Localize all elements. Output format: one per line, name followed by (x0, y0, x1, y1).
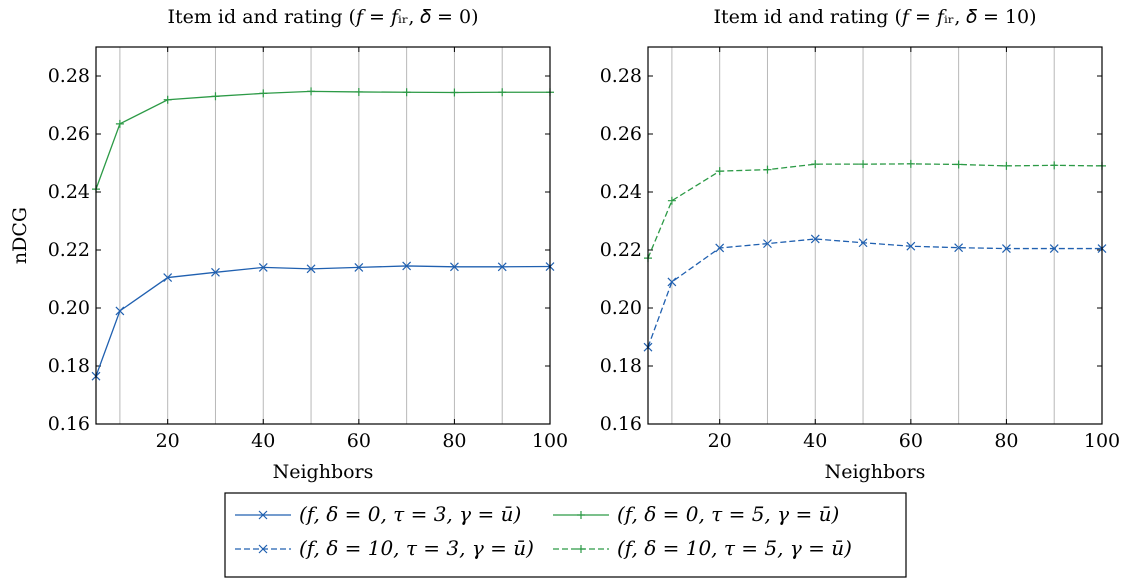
data-point (1050, 161, 1059, 170)
x-axis-label: Neighbors (825, 461, 926, 483)
legend-label: (f, δ = 10, τ = 5, γ = ū) (617, 536, 852, 560)
legend-entry: (f, δ = 10, τ = 5, γ = ū) (553, 536, 852, 560)
series-2 (92, 87, 554, 194)
plot-frame (95, 46, 551, 425)
data-point (667, 196, 676, 205)
legend-box (224, 492, 907, 578)
data-point (450, 88, 459, 97)
data-point (715, 167, 724, 176)
data-point (763, 239, 772, 249)
data-point (859, 160, 868, 169)
data-point (811, 160, 820, 169)
x-axis-label: Neighbors (273, 461, 374, 483)
series-line (95, 90, 550, 190)
data-point (763, 165, 772, 174)
data-point (715, 243, 725, 253)
x-tick-label: 20 (156, 430, 180, 452)
x-tick-label: 80 (442, 430, 466, 452)
data-point (402, 88, 411, 97)
y-tick-label: 0.28 (48, 65, 90, 87)
grid-lines (119, 47, 503, 424)
y-tick-label: 0.16 (600, 413, 642, 435)
data-point (497, 262, 507, 272)
y-axis-label: nDCG (9, 207, 31, 264)
legend-label: (f, δ = 10, τ = 3, γ = ū) (299, 536, 534, 560)
data-point (258, 262, 268, 272)
series-line (647, 238, 1102, 348)
data-point (498, 88, 507, 97)
series-line (95, 265, 551, 377)
y-tick-label: 0.24 (48, 181, 90, 203)
x-tick-label: 100 (532, 430, 568, 452)
y-tick-label: 0.20 (48, 297, 90, 319)
plot-frame (647, 46, 1103, 425)
data-point (259, 89, 268, 98)
data-point (1049, 244, 1059, 253)
grid-lines (671, 47, 1055, 424)
legend-label: (f, δ = 0, τ = 5, γ = ū) (617, 502, 839, 526)
chart-title: Item id and rating (𝑓 = 𝑓ᵢᵣ, 𝛿 = 0) (167, 6, 478, 28)
data-point (954, 243, 964, 253)
data-point (211, 92, 220, 101)
legend-entry: (f, δ = 10, τ = 3, γ = ū) (235, 536, 534, 560)
x-tick-label: 60 (347, 430, 371, 452)
y-tick-label: 0.18 (600, 355, 642, 377)
legend-marker (577, 511, 585, 519)
series-1 (91, 261, 555, 381)
data-point (906, 241, 916, 251)
data-point (449, 262, 459, 272)
data-point (163, 95, 172, 104)
y-tick-label: 0.18 (48, 355, 90, 377)
legend-entry: (f, δ = 0, τ = 3, γ = ū) (235, 502, 521, 526)
x-tick-label: 80 (994, 430, 1018, 452)
data-point (1002, 161, 1011, 170)
chart-panel-1: Item id and rating (𝑓 = 𝑓ᵢᵣ, 𝛿 = 0) 0.16 0… (9, 6, 568, 483)
y-tick-label: 0.26 (600, 123, 642, 145)
y-tick-label: 0.24 (600, 181, 642, 203)
legend-marker (577, 545, 585, 553)
chart-panel-2: Item id and rating (𝑓 = 𝑓ᵢᵣ, 𝛿 = 10) 0.16… (600, 6, 1120, 483)
series-2 (644, 159, 1106, 263)
data-point (163, 273, 173, 282)
x-tick-label: 40 (251, 430, 275, 452)
legend-label: (f, δ = 0, τ = 3, γ = ū) (299, 502, 521, 526)
data-point (858, 238, 868, 248)
data-point (954, 160, 963, 169)
data-point (667, 277, 677, 287)
y-tick-label: 0.22 (48, 239, 90, 261)
data-point (402, 261, 412, 271)
data-point (307, 87, 316, 96)
data-point (354, 262, 364, 272)
data-point (1001, 244, 1011, 253)
y-tick-label: 0.20 (600, 297, 642, 319)
x-tick-label: 40 (803, 430, 827, 452)
data-point (115, 119, 124, 128)
series-1 (643, 234, 1107, 352)
legend-marker (258, 544, 268, 554)
legend-entry: (f, δ = 0, τ = 5, γ = ū) (553, 502, 839, 526)
data-point (306, 264, 316, 274)
chart-title: Item id and rating (𝑓 = 𝑓ᵢᵣ, 𝛿 = 10) (713, 6, 1036, 28)
data-point (211, 267, 220, 277)
x-tick-label: 60 (899, 430, 923, 452)
data-point (354, 87, 363, 96)
legend-marker (258, 510, 268, 520)
data-point (906, 159, 915, 168)
data-point (810, 234, 820, 244)
x-tick-label: 20 (708, 430, 732, 452)
y-tick-label: 0.16 (48, 413, 90, 435)
legend: (f, δ = 0, τ = 3, γ = ū) (f, δ = 0, τ = 5… (224, 492, 907, 578)
data-point (115, 306, 125, 316)
y-tick-label: 0.22 (600, 239, 642, 261)
y-tick-label: 0.26 (48, 123, 90, 145)
y-tick-label: 0.28 (600, 65, 642, 87)
x-tick-label: 100 (1084, 430, 1120, 452)
